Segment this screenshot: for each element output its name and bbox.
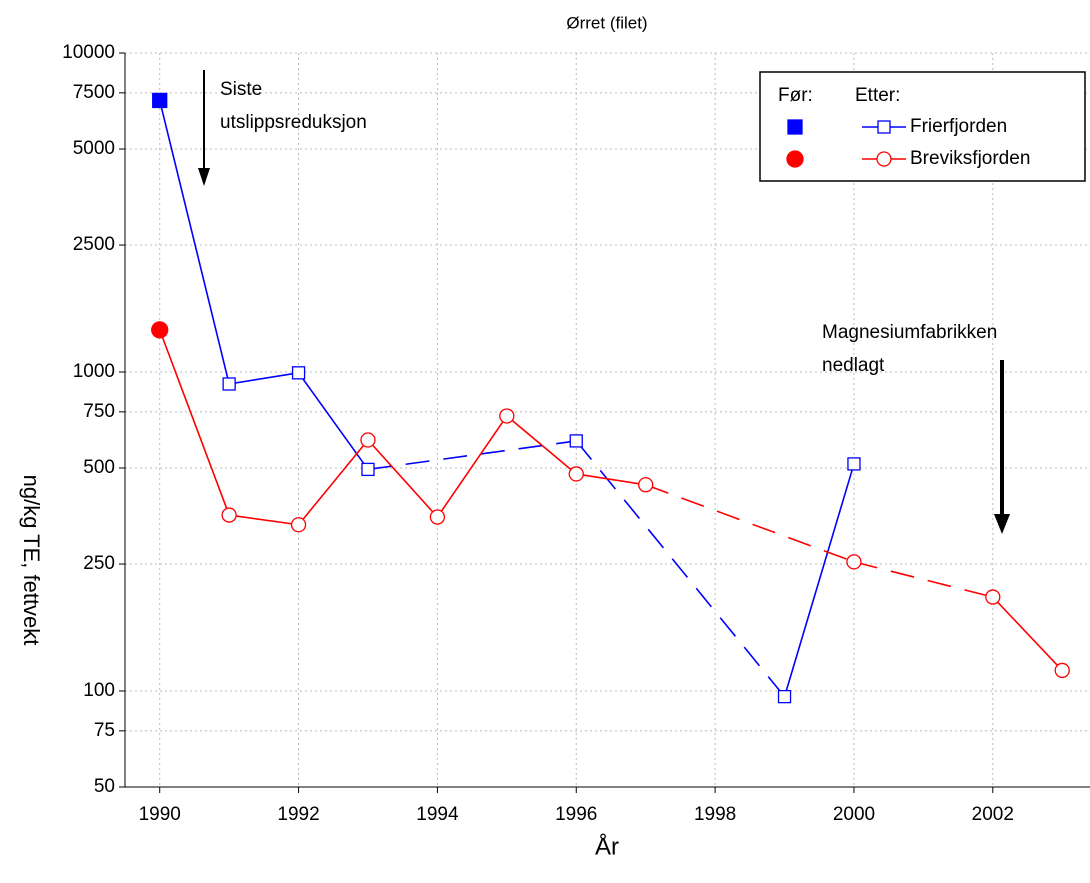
x-axis-label: År [595,832,619,860]
x-tick-label: 1996 [555,804,597,825]
data-point [361,462,375,477]
line-segment [853,561,994,598]
annotation: nedlagt [822,355,885,376]
data-point [290,517,307,533]
y-tick-label: 100 [83,680,115,701]
line-segment [297,372,369,470]
y-tick-label: 10000 [62,42,115,63]
legend-marker [786,150,804,168]
data-point [222,377,236,391]
y-tick-label: 250 [83,553,115,574]
annotation: utslippsreduksjon [220,112,367,133]
data-point [1054,662,1070,679]
data-point [568,466,584,482]
line-segment [645,484,855,563]
line-segment [506,415,577,475]
legend-box [759,71,1086,182]
x-tick-label: 1992 [277,804,319,825]
x-tick-label: 1998 [694,804,736,825]
data-point [152,92,168,109]
line-segment [158,100,230,385]
data-point [429,509,446,525]
legend-header: Før: [778,85,813,106]
y-tick-label: 750 [83,401,115,422]
line-segment [158,329,230,516]
arrow-head [198,168,210,186]
line-segment [367,439,439,518]
x-tick-label: 2002 [972,804,1014,825]
annotation: Magnesiumfabrikken [822,322,997,343]
annotation-arrows [198,70,1010,534]
line-segment [229,372,299,385]
legend-marker [877,120,891,134]
y-tick-label: 500 [83,457,115,478]
x-tick-label: 1994 [416,804,459,825]
data-point [846,554,862,570]
data-point [777,689,792,704]
data-point [151,321,169,339]
y-tick-label: 1000 [73,361,115,382]
y-tick-label: 2500 [73,234,115,255]
line-segment [783,463,855,697]
legend-label: Frierfjorden [910,116,1007,137]
data-point [221,507,237,523]
legend-marker [787,119,803,135]
line-segment [992,596,1063,671]
legend-header: Etter: [855,85,900,106]
y-tick-label: 7500 [73,82,115,103]
x-tick-label: 2000 [833,804,875,825]
y-axis-label: ng/kg TE, fettvekt [19,475,44,646]
line-segment [436,415,508,518]
line-segment [575,440,786,698]
arrow-head [994,514,1010,534]
legend-marker [876,151,892,167]
data-point [569,434,583,448]
y-tick-label: 75 [94,720,115,741]
chart-title: Ørret (filet) [566,13,647,32]
data-point [638,477,654,493]
data-point [291,366,306,380]
data-point [499,408,515,424]
x-tick-label: 1990 [139,804,181,825]
data-point [985,589,1001,605]
plot-area: 50 75 100 250 500 750 1000 2500 5000 7500 10000 199… [62,42,1090,825]
line-segment [229,514,299,526]
line-segment [576,473,646,486]
y-tick-label: 50 [94,776,115,797]
legend-label: Breviksfjorden [910,148,1030,169]
y-tick-label: 5000 [73,138,115,159]
data-point [360,432,376,448]
line-segment [297,439,369,526]
legend: Før: Etter: Frierfjorden Breviksfjorden [778,85,1030,169]
annotation: Siste [220,79,262,100]
data-point [847,457,861,471]
